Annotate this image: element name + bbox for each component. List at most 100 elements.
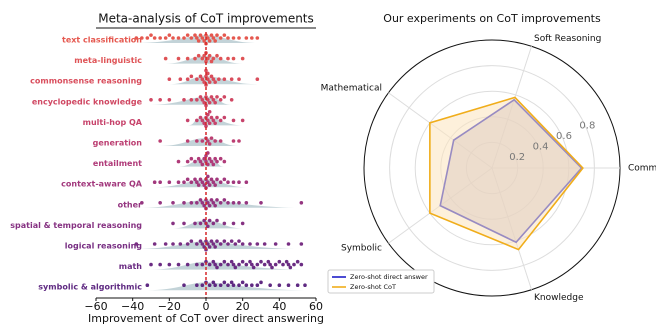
swarm-point	[286, 262, 291, 267]
legend-label: Zero-shot CoT	[350, 283, 396, 291]
density	[165, 55, 243, 64]
swarm-point	[231, 201, 236, 205]
swarm-point	[200, 262, 205, 267]
swarm-point	[182, 283, 186, 288]
swarm-point	[222, 177, 227, 182]
swarm-point	[158, 201, 162, 205]
swarm-point	[196, 156, 201, 161]
swarm-point	[207, 262, 212, 267]
swarm-point	[231, 262, 236, 267]
axis-label: Soft Reasoning	[534, 34, 601, 44]
swarm-point	[189, 156, 194, 161]
swarm-point	[193, 221, 197, 226]
axis-label: Commonsense	[628, 164, 656, 174]
swarm-point	[204, 239, 208, 243]
swarm-point	[222, 198, 227, 202]
swarm-point	[167, 262, 172, 267]
x-tick-label: −20	[158, 300, 181, 313]
swarm-point	[209, 95, 214, 99]
swarm-point	[195, 180, 199, 184]
swarm-point	[185, 56, 190, 61]
swarm-point	[299, 242, 304, 246]
swarm-point	[226, 283, 230, 288]
swarm-point	[204, 103, 208, 108]
swarm-point	[176, 180, 181, 184]
swarm-point	[182, 36, 186, 40]
swarm-point	[299, 262, 304, 267]
swarm-point	[204, 159, 208, 164]
swarm-point	[206, 77, 210, 81]
swarm-point	[266, 259, 271, 264]
swarm-point	[167, 98, 172, 102]
swarm-point	[196, 183, 201, 187]
swarm-point	[229, 259, 234, 264]
swarm-point	[211, 201, 216, 205]
swarm-point	[189, 239, 194, 243]
swarm-point	[222, 239, 227, 243]
swarm-point	[213, 121, 217, 126]
swarm-point	[237, 239, 241, 243]
category-label: meta-linguistic	[74, 56, 142, 65]
swarm-point	[204, 154, 208, 158]
swarm-point	[226, 201, 230, 205]
swarm-point	[229, 77, 234, 81]
swarm-point	[222, 280, 227, 285]
swarm-point	[185, 77, 190, 81]
swarm-point	[140, 36, 144, 40]
swarm-point	[226, 56, 230, 61]
swarm-point	[286, 283, 291, 288]
swarm-point	[195, 77, 199, 81]
swarm-point	[215, 265, 219, 270]
swarm-point	[229, 239, 234, 243]
swarm-point	[222, 159, 227, 164]
swarm-point	[211, 180, 216, 184]
swarm-point	[209, 74, 214, 79]
swarm-point	[202, 53, 206, 58]
x-tick-label: 20	[236, 300, 250, 313]
swarm-point	[209, 159, 214, 164]
axis-label: Symbolic	[341, 243, 382, 253]
swarm-point	[218, 262, 223, 267]
swarm-point	[198, 74, 203, 79]
swarm-point	[237, 77, 241, 81]
swarm-point	[189, 36, 194, 40]
r-tick-label: 0.6	[556, 131, 572, 142]
swarm-point	[288, 265, 293, 270]
swarm-point	[231, 139, 236, 143]
swarm-point	[237, 283, 241, 288]
swarm-point	[211, 221, 216, 226]
axis-label: Mathematical	[321, 84, 382, 94]
swarm-point	[171, 201, 175, 205]
swarm-point	[193, 159, 197, 164]
category-label: spatial & temporal reasoning	[10, 221, 142, 230]
swarm-point	[202, 183, 206, 187]
swarm-point	[171, 36, 175, 40]
swarm-point	[185, 33, 190, 37]
swarm-point	[218, 139, 223, 143]
swarm-point	[244, 36, 249, 40]
x-tick-label: −60	[84, 300, 107, 313]
swarm-point	[200, 201, 205, 205]
swarm-point	[200, 98, 205, 102]
x-tick-label: 40	[272, 300, 286, 313]
swarm-point	[152, 242, 157, 246]
swarm-point	[218, 118, 223, 123]
swarm-point	[198, 221, 203, 226]
swarm-point	[185, 118, 190, 123]
x-tick-label: 60	[309, 300, 323, 313]
swarm-point	[200, 180, 205, 184]
swarm-point	[268, 262, 272, 267]
swarm-point	[215, 33, 219, 37]
swarm-point	[213, 100, 217, 105]
swarm-point	[198, 239, 203, 243]
swarm-point	[231, 56, 236, 61]
swarm-point	[209, 59, 214, 64]
swarm-point	[233, 242, 238, 246]
swarm-point	[215, 239, 219, 243]
swarm-point	[231, 283, 236, 288]
swarm-point	[209, 33, 214, 37]
swarm-point	[176, 56, 181, 61]
swarm-point	[259, 259, 263, 264]
swarm-point	[176, 36, 181, 40]
swarm-point	[240, 56, 245, 61]
